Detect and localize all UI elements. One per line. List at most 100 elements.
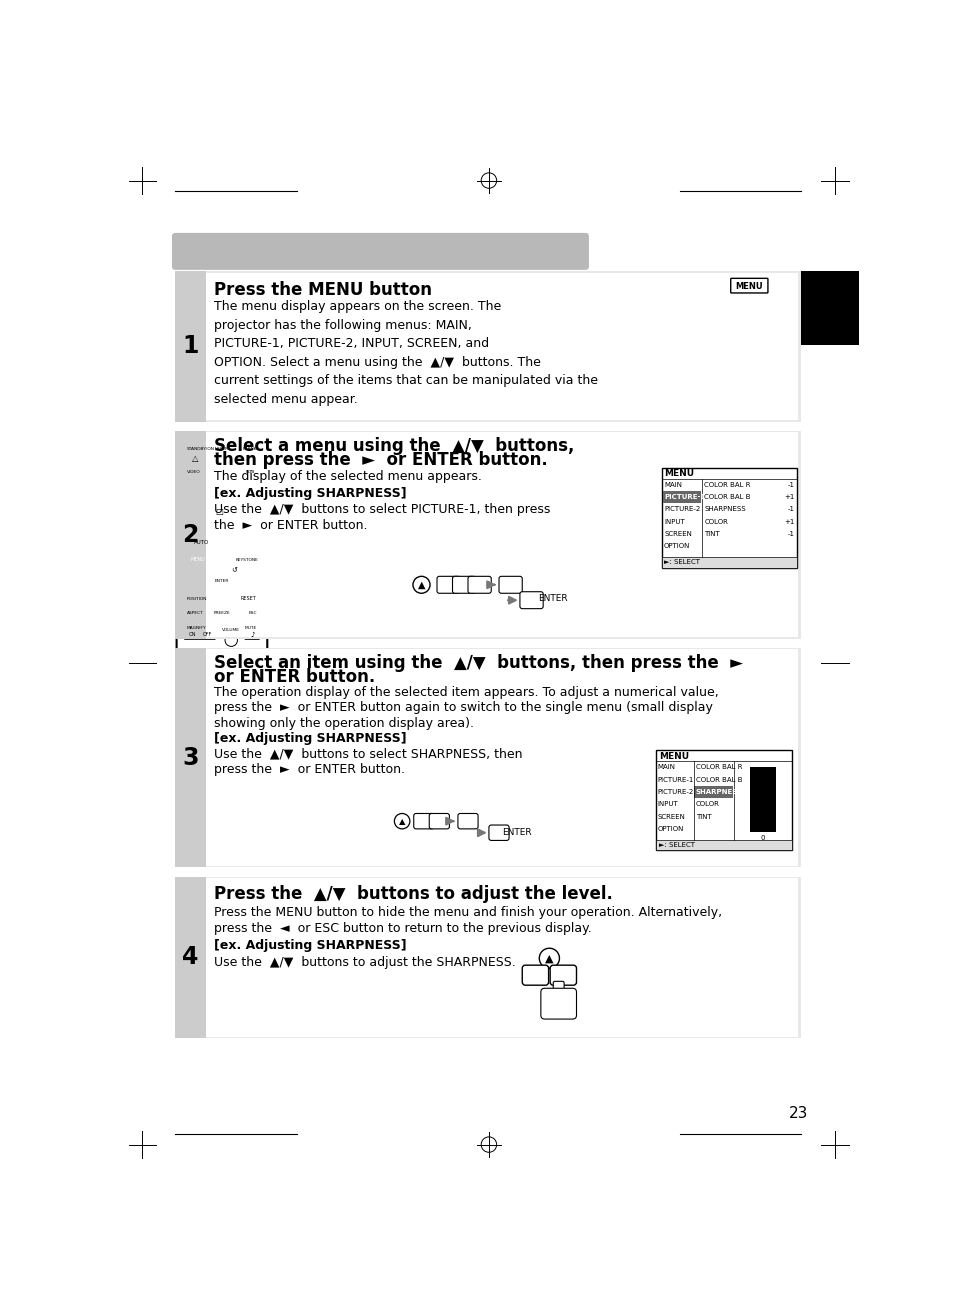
- Text: +1: +1: [784, 518, 794, 525]
- FancyBboxPatch shape: [730, 278, 767, 293]
- Text: [ex. Adjusting SHARPNESS]: [ex. Adjusting SHARPNESS]: [213, 487, 406, 500]
- FancyBboxPatch shape: [521, 966, 548, 985]
- Text: MUTE: MUTE: [245, 626, 257, 630]
- Circle shape: [227, 581, 239, 593]
- Text: ◄: ◄: [208, 584, 213, 590]
- Text: Press the MENU button to hide the menu and finish your operation. Alternatively,: Press the MENU button to hide the menu a…: [213, 905, 721, 918]
- Text: ON: ON: [188, 632, 195, 638]
- Text: [ex. Adjusting SHARPNESS]: [ex. Adjusting SHARPNESS]: [213, 939, 406, 953]
- Text: projector has the following menus: MAIN,: projector has the following menus: MAIN,: [213, 319, 471, 332]
- Bar: [801, 272, 858, 345]
- Bar: [734, 761, 790, 840]
- Text: MENU: MENU: [658, 752, 688, 761]
- FancyBboxPatch shape: [236, 475, 257, 488]
- Text: TINT: TINT: [695, 813, 711, 820]
- Text: Select an item using the  ▲/▼  buttons, then press the  ►: Select an item using the ▲/▼ buttons, th…: [213, 655, 742, 672]
- Text: COLOR BAL B: COLOR BAL B: [703, 495, 750, 500]
- Text: VIDEO: VIDEO: [187, 470, 200, 474]
- Text: COLOR: COLOR: [695, 802, 719, 807]
- Text: BLANK: BLANK: [242, 446, 257, 450]
- Text: 23: 23: [788, 1106, 808, 1122]
- Text: OPTION: OPTION: [658, 825, 683, 832]
- FancyBboxPatch shape: [452, 576, 476, 593]
- FancyBboxPatch shape: [498, 576, 521, 593]
- Text: COLOR: COLOR: [703, 518, 727, 525]
- Circle shape: [394, 813, 410, 829]
- Text: INPUT: INPUT: [658, 802, 678, 807]
- FancyBboxPatch shape: [553, 981, 563, 1000]
- Bar: [206, 649, 798, 866]
- Text: MAIN: MAIN: [663, 482, 681, 488]
- Circle shape: [204, 581, 216, 593]
- Circle shape: [413, 576, 430, 593]
- Text: ↺: ↺: [232, 567, 237, 573]
- Text: MAIN: MAIN: [658, 765, 675, 770]
- FancyBboxPatch shape: [199, 630, 215, 639]
- Text: OFF: OFF: [203, 632, 212, 638]
- Text: PICTURE-2: PICTURE-2: [658, 789, 694, 795]
- Bar: [174, 272, 206, 421]
- FancyBboxPatch shape: [183, 614, 204, 626]
- FancyBboxPatch shape: [172, 234, 588, 270]
- Text: PICTURE-1: PICTURE-1: [658, 777, 694, 782]
- Text: MAGNIFY: MAGNIFY: [187, 626, 206, 630]
- Circle shape: [538, 949, 558, 968]
- Text: 2: 2: [182, 522, 198, 547]
- Text: Use the  ▲/▼  buttons to select PICTURE-1, then press: Use the ▲/▼ buttons to select PICTURE-1,…: [213, 502, 550, 516]
- Text: ►: SELECT: ►: SELECT: [663, 559, 700, 565]
- Bar: [174, 648, 206, 867]
- FancyBboxPatch shape: [429, 813, 449, 829]
- Text: Press the  ▲/▼  buttons to adjust the level.: Press the ▲/▼ buttons to adjust the leve…: [213, 884, 612, 903]
- Text: △: △: [192, 454, 198, 463]
- FancyBboxPatch shape: [540, 988, 576, 1019]
- Bar: [174, 430, 801, 639]
- Text: INPUT: INPUT: [663, 518, 684, 525]
- FancyBboxPatch shape: [519, 592, 542, 609]
- Bar: [661, 491, 700, 504]
- Text: press the  ►  or ENTER button.: press the ► or ENTER button.: [213, 764, 404, 777]
- Text: ►: SELECT: ►: SELECT: [658, 842, 694, 848]
- Text: ASPECT: ASPECT: [187, 611, 203, 615]
- FancyBboxPatch shape: [457, 813, 477, 829]
- Text: MENU: MENU: [190, 558, 205, 563]
- Text: -1: -1: [787, 482, 794, 488]
- Text: 4: 4: [182, 946, 198, 970]
- Bar: [694, 786, 732, 798]
- Bar: [656, 750, 791, 850]
- Text: Press the MENU button: Press the MENU button: [213, 281, 432, 299]
- Text: SCREEN: SCREEN: [663, 531, 691, 537]
- Text: COLOR BAL R: COLOR BAL R: [695, 765, 741, 770]
- Text: current settings of the items that can be manipulated via the: current settings of the items that can b…: [213, 374, 598, 387]
- Bar: [661, 468, 797, 568]
- Text: STANDBY/ON: STANDBY/ON: [187, 446, 214, 450]
- Text: ▼: ▼: [219, 597, 224, 604]
- Text: selected menu appear.: selected menu appear.: [213, 392, 357, 405]
- Text: MENU: MENU: [663, 470, 694, 479]
- Circle shape: [212, 502, 232, 522]
- Text: press the  ►  or ENTER button again to switch to the single menu (small display: press the ► or ENTER button again to swi…: [213, 702, 712, 715]
- Text: the  ►  or ENTER button.: the ► or ENTER button.: [213, 520, 367, 531]
- Text: The operation display of the selected item appears. To adjust a numerical value,: The operation display of the selected it…: [213, 686, 718, 699]
- Text: PICTURE-1: PICTURE-1: [663, 495, 704, 500]
- Text: FREEZE: FREEZE: [213, 611, 230, 615]
- Text: [ex. Adjusting SHARPNESS]: [ex. Adjusting SHARPNESS]: [213, 732, 406, 745]
- Text: VOLUME: VOLUME: [222, 628, 240, 632]
- Bar: [174, 876, 801, 1038]
- Text: or ENTER button.: or ENTER button.: [213, 668, 375, 686]
- Bar: [174, 648, 801, 867]
- Text: LASER: LASER: [214, 446, 229, 450]
- Bar: [206, 273, 798, 420]
- Bar: [661, 558, 797, 568]
- Text: PICTURE-2: PICTURE-2: [663, 506, 700, 512]
- Text: Use the  ▲/▼  buttons to adjust the SHARPNESS.: Use the ▲/▼ buttons to adjust the SHARPN…: [213, 956, 515, 970]
- Text: ▲: ▲: [544, 954, 553, 963]
- Text: Use the  ▲/▼  buttons to select SHARPNESS, then: Use the ▲/▼ buttons to select SHARPNESS,…: [213, 748, 521, 761]
- Bar: [206, 433, 798, 638]
- Bar: [174, 272, 801, 421]
- Text: SCREEN: SCREEN: [658, 813, 685, 820]
- Text: 1: 1: [182, 335, 198, 358]
- Text: □: □: [215, 508, 223, 516]
- Circle shape: [228, 564, 240, 576]
- Text: showing only the operation display area).: showing only the operation display area)…: [213, 716, 474, 729]
- FancyBboxPatch shape: [468, 576, 491, 593]
